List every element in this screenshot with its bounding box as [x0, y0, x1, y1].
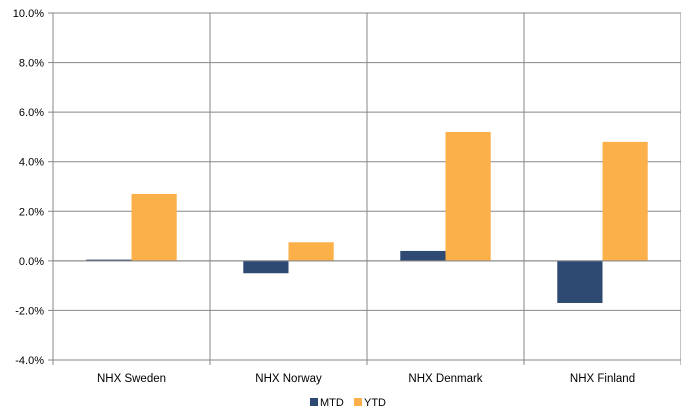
bar-mtd-nhx-finland	[557, 260, 603, 303]
bar-mtd-nhx-denmark	[400, 250, 446, 261]
y-axis-tick-labels: 10.0% 8.0% 6.0% 4.0% 2.0% 0.0% -2.0% -4.0%	[13, 8, 44, 367]
y-tick-label: 8.0%	[19, 58, 44, 70]
x-category-label: NHX Norway	[255, 373, 322, 385]
bar-mtd-nhx-norway	[243, 260, 289, 274]
y-tick-label: 10.0%	[13, 8, 44, 20]
y-tick-label: -2.0%	[15, 305, 44, 317]
y-tick-label: 0.0%	[19, 256, 44, 268]
x-category-label: NHX Finland	[570, 373, 635, 385]
x-category-label: NHX Denmark	[408, 373, 482, 385]
bar-mtd-nhx-sweden	[86, 259, 132, 261]
legend: MTD YTD	[310, 397, 386, 409]
x-category-label: NHX Sweden	[97, 373, 166, 385]
x-axis-category-labels: NHX Sweden NHX Norway NHX Denmark NHX Finla…	[97, 373, 635, 385]
y-tick-label: 4.0%	[19, 157, 44, 169]
y-tick-label: -4.0%	[15, 355, 44, 367]
legend-swatch-mtd	[310, 398, 318, 406]
y-tick-label: 2.0%	[19, 206, 44, 218]
y-tick-label: 6.0%	[19, 107, 44, 119]
bar-ytd-nhx-finland	[602, 141, 648, 261]
legend-label-ytd: YTD	[364, 397, 386, 409]
legend-label-mtd: MTD	[320, 397, 344, 409]
bars	[53, 131, 681, 303]
bar-ytd-nhx-sweden	[131, 193, 177, 261]
bar-ytd-nhx-denmark	[445, 131, 491, 261]
bar-ytd-nhx-norway	[288, 242, 334, 261]
legend-swatch-ytd	[354, 398, 362, 406]
